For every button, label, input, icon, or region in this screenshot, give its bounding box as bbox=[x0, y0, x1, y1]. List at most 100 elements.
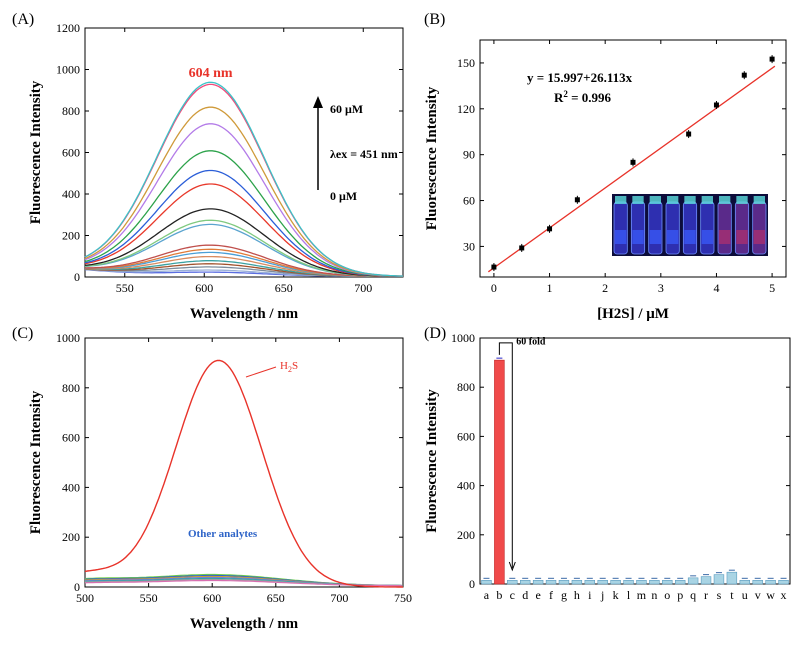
vial bbox=[752, 201, 767, 255]
vial-liquid bbox=[701, 230, 713, 244]
data-point bbox=[547, 226, 553, 232]
y-tick-label: 600 bbox=[457, 429, 475, 443]
y-tick-label: 600 bbox=[62, 146, 80, 160]
x-tick-label: b bbox=[496, 588, 502, 602]
bar bbox=[610, 580, 621, 585]
x-tick-label: c bbox=[510, 588, 515, 602]
bar bbox=[662, 580, 673, 585]
x-tick-label: u bbox=[742, 588, 748, 602]
bar bbox=[558, 580, 570, 585]
x-tick-label: 650 bbox=[275, 281, 293, 295]
vial bbox=[630, 201, 646, 255]
spectrum-curve bbox=[84, 208, 404, 277]
x-tick-label: g bbox=[561, 588, 567, 602]
vials-photo bbox=[612, 194, 768, 256]
x-tick-label: 2 bbox=[602, 281, 608, 295]
data-point bbox=[519, 245, 525, 251]
bar bbox=[584, 580, 596, 585]
vial-cap bbox=[667, 196, 679, 204]
data-point bbox=[630, 159, 636, 165]
x-tick-label: 500 bbox=[76, 591, 94, 605]
x-tick-label: l bbox=[627, 588, 631, 602]
arrow-top-label: 60 μM bbox=[330, 102, 363, 116]
x-tick-label: 3 bbox=[658, 281, 664, 295]
h2s-subscript: 2 bbox=[288, 365, 292, 374]
x-tick-label: s bbox=[717, 588, 722, 602]
bar bbox=[700, 576, 712, 585]
x-tick-label: i bbox=[588, 588, 592, 602]
panel-c: (C) 500 550 600 650 700 750 0 200 400 600 800 1000 Fl… bbox=[12, 325, 412, 632]
arrow-bottom-label: 0 μM bbox=[330, 189, 357, 203]
bar bbox=[623, 580, 634, 585]
vial bbox=[682, 201, 698, 255]
y-tick-label: 0 bbox=[469, 577, 475, 591]
r2-value: = 0.996 bbox=[568, 90, 612, 105]
bar bbox=[494, 359, 505, 585]
concentration-arrow-head bbox=[313, 96, 323, 108]
x-tick-label: w bbox=[766, 588, 775, 602]
x-tick-label: m bbox=[637, 588, 647, 602]
x-tick-label: 5 bbox=[769, 281, 775, 295]
x-tick-label: v bbox=[755, 588, 761, 602]
panel-label: (D) bbox=[424, 325, 446, 342]
spectrum-curve bbox=[84, 244, 403, 277]
y-tick-label: 400 bbox=[62, 480, 80, 494]
fit-line bbox=[487, 65, 776, 273]
vial bbox=[648, 201, 663, 255]
bar bbox=[713, 574, 725, 585]
y-tick-label: 1000 bbox=[56, 331, 80, 345]
x-tick-label: n bbox=[651, 588, 657, 602]
panel-label: (B) bbox=[424, 11, 445, 28]
y-tick-label: 200 bbox=[457, 528, 475, 542]
x-tick-label: x bbox=[781, 588, 787, 602]
x-tick-label: q bbox=[690, 588, 696, 602]
h2s-curve bbox=[84, 359, 403, 588]
x-tick-label: t bbox=[730, 588, 734, 602]
x-axis-label: Wavelength / nm bbox=[190, 306, 299, 322]
x-tick-label: 700 bbox=[330, 591, 348, 605]
y-tick-label: 400 bbox=[457, 479, 475, 493]
spectrum-curve bbox=[84, 106, 404, 277]
vial bbox=[717, 201, 732, 255]
y-tick-label: 150 bbox=[457, 56, 475, 70]
y-axis-label: Fluorescence Intensity bbox=[28, 390, 44, 534]
x-tick-label: 0 bbox=[491, 281, 497, 295]
x-tick-label: 700 bbox=[354, 281, 372, 295]
y-tick-label: 1000 bbox=[451, 331, 475, 345]
vial-cap bbox=[736, 196, 748, 204]
y-tick-label: 800 bbox=[62, 381, 80, 395]
panel-d: (D) 0 200 400 600 800 1000 Fluorescence Intensi… bbox=[424, 325, 791, 602]
bar bbox=[739, 580, 751, 585]
vial-cap bbox=[684, 196, 696, 204]
x-tick-label: j bbox=[600, 588, 604, 602]
x-tick-label: 550 bbox=[140, 591, 158, 605]
y-tick-label: 1200 bbox=[56, 21, 80, 35]
x-tick-label: p bbox=[677, 588, 683, 602]
vial-cap bbox=[753, 196, 765, 204]
bar bbox=[752, 580, 763, 585]
x-tick-label: f bbox=[549, 588, 553, 602]
vial-cap bbox=[649, 196, 661, 204]
vial-cap bbox=[632, 196, 644, 204]
data-point bbox=[713, 102, 719, 108]
data-point bbox=[769, 56, 775, 62]
excitation-label: λex = 451 nm bbox=[330, 147, 398, 161]
plot-frame bbox=[479, 337, 791, 585]
vial-cap bbox=[701, 196, 713, 204]
y-tick-label: 600 bbox=[62, 431, 80, 445]
x-tick-label: 4 bbox=[713, 281, 719, 295]
vial-liquid bbox=[632, 230, 644, 244]
x-tick-label: k bbox=[613, 588, 619, 602]
data-point bbox=[491, 264, 497, 270]
bar bbox=[507, 580, 518, 585]
vial bbox=[734, 201, 750, 255]
bar bbox=[726, 571, 738, 585]
y-tick-label: 30 bbox=[463, 239, 475, 253]
data-point bbox=[686, 131, 692, 137]
x-tick-label: 550 bbox=[116, 281, 134, 295]
spectrum-curve bbox=[84, 150, 404, 277]
bar bbox=[597, 580, 608, 585]
bar bbox=[571, 580, 583, 585]
data-point bbox=[741, 72, 747, 78]
panel-label: (A) bbox=[12, 11, 34, 28]
